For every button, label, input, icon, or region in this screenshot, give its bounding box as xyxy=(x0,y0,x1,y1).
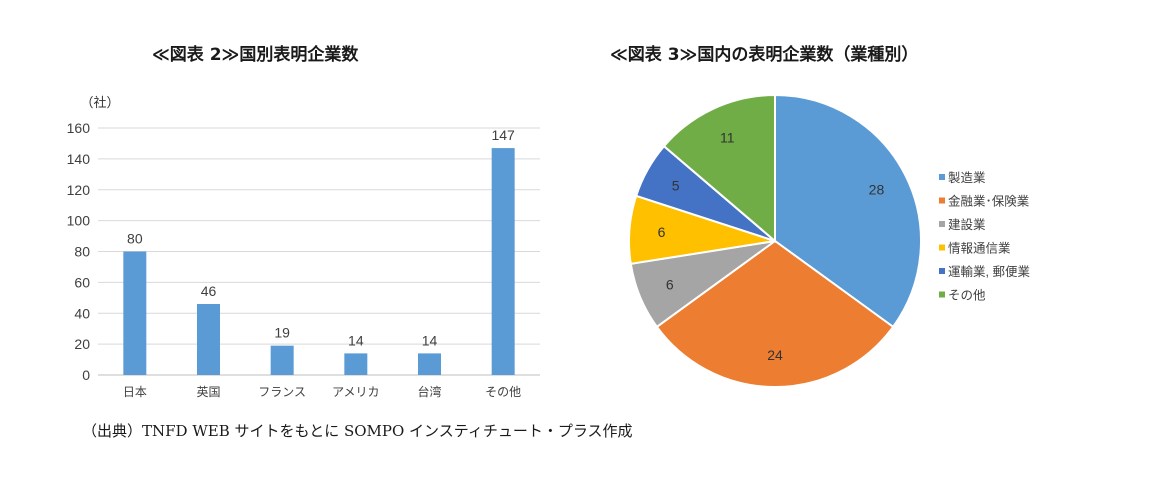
x-tick-label: フランス xyxy=(258,385,306,399)
x-tick-label: 日本 xyxy=(123,385,147,399)
pie-data-label: 11 xyxy=(720,130,735,146)
pie-data-label: 28 xyxy=(869,181,885,197)
bar xyxy=(123,251,147,375)
bar-data-label: 80 xyxy=(127,231,143,247)
bar xyxy=(197,303,220,375)
legend-swatch xyxy=(939,197,945,204)
y-tick-label: 40 xyxy=(74,305,90,321)
legend-swatch xyxy=(939,244,945,251)
legend-swatch xyxy=(939,221,945,227)
legend-label: 金融業･保険業 xyxy=(948,194,1030,209)
legend-label: 運輸業, 郵便業 xyxy=(948,264,1030,279)
legend-swatch xyxy=(939,174,945,180)
bar-data-label: 14 xyxy=(422,332,438,348)
y-tick-label: 60 xyxy=(74,274,90,290)
legend-label: 製造業 xyxy=(948,170,986,185)
bar-chart-title: ≪図表 2≫国別表明企業数 xyxy=(152,45,359,65)
legend-label: その他 xyxy=(948,289,986,303)
legend-label: 情報通信業 xyxy=(948,241,1011,256)
pie-slice xyxy=(655,239,895,389)
bar xyxy=(270,345,294,375)
bar xyxy=(491,148,515,375)
y-tick-label: 0 xyxy=(82,367,90,383)
bar-data-label: 14 xyxy=(348,332,364,348)
x-tick-label: アメリカ xyxy=(332,385,379,399)
y-tick-label: 120 xyxy=(67,182,91,198)
pie-data-label: 24 xyxy=(767,347,783,363)
bar-data-label: 19 xyxy=(274,325,290,341)
x-tick-label: 台湾 xyxy=(417,384,441,399)
legend-swatch xyxy=(939,268,945,274)
legend-label: 建設業 xyxy=(948,217,986,232)
x-tick-label: 英国 xyxy=(196,385,220,399)
bar-data-label: 46 xyxy=(201,283,217,299)
bar xyxy=(418,353,441,375)
y-tick-label: 100 xyxy=(67,213,91,229)
y-tick-label: 80 xyxy=(74,244,90,260)
pie-data-label: 6 xyxy=(658,224,666,240)
pie-slice xyxy=(662,93,776,244)
legend-swatch xyxy=(939,291,945,298)
y-tick-label: 160 xyxy=(67,120,91,136)
y-tick-label: 140 xyxy=(67,151,91,167)
pie-slice xyxy=(774,93,922,329)
y-axis-unit-label: （社） xyxy=(80,95,119,110)
pie-chart-title: ≪図表 3≫国内の表明企業数（業種別） xyxy=(610,45,919,65)
y-tick-label: 20 xyxy=(74,336,90,352)
bar xyxy=(344,353,368,375)
x-tick-label: その他 xyxy=(485,385,521,399)
source-note: （出典）TNFD WEB サイトをもとに SOMPO インスティチュート・プラス… xyxy=(82,422,633,440)
bar-data-label: 147 xyxy=(491,127,515,143)
pie-data-label: 5 xyxy=(672,177,680,193)
pie-data-label: 6 xyxy=(666,277,674,293)
